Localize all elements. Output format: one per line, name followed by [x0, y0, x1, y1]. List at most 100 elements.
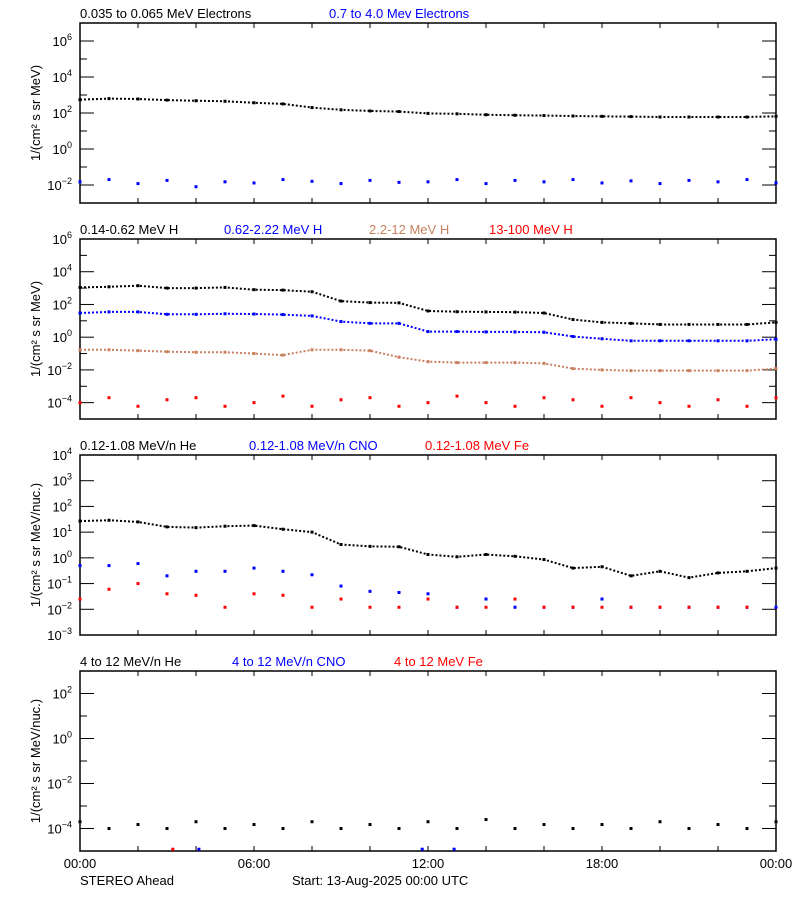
- data-point: [368, 589, 372, 593]
- data-point: [339, 584, 343, 588]
- data-point: [223, 605, 227, 609]
- data-point: [252, 181, 256, 185]
- data-point: [281, 527, 285, 531]
- data-point: [484, 310, 488, 314]
- data-point: [310, 820, 314, 824]
- data-point: [513, 404, 517, 408]
- data-point: [339, 320, 343, 324]
- data-point: [687, 827, 691, 830]
- data-point: [687, 369, 691, 373]
- data-point: [194, 99, 198, 103]
- data-point: [397, 404, 401, 408]
- data-point: [136, 284, 140, 288]
- data-point: [339, 108, 343, 112]
- data-point: [716, 398, 720, 402]
- data-point: [78, 401, 82, 405]
- data-point: [774, 337, 778, 341]
- data-point: [368, 396, 372, 400]
- data-point: [716, 369, 720, 373]
- legend-entry: 0.14-0.62 MeV H: [80, 222, 178, 237]
- y-tick-label: 10−1: [47, 575, 72, 592]
- data-point: [194, 286, 198, 290]
- data-point: [136, 310, 140, 314]
- data-point: [658, 369, 662, 373]
- data-point: [78, 311, 82, 315]
- data-point: [513, 554, 517, 558]
- y-axis-label: 1/(cm² s sr MeV): [28, 65, 43, 161]
- data-point: [107, 178, 111, 182]
- y-tick-label: 104: [53, 68, 72, 85]
- data-point: [600, 404, 604, 408]
- data-point: [78, 564, 82, 568]
- data-point: [165, 592, 169, 596]
- legend-entry: 4 to 12 MeV/n He: [80, 654, 181, 669]
- data-point: [310, 605, 314, 609]
- x-tick-label: 00:00: [760, 856, 793, 871]
- y-tick-label: 102: [53, 685, 72, 702]
- data-point: [774, 367, 778, 371]
- data-point: [194, 312, 198, 316]
- data-point: [339, 348, 343, 352]
- data-point: [629, 827, 633, 830]
- data-point: [513, 330, 517, 334]
- data-point: [194, 396, 198, 400]
- data-point: [542, 180, 546, 184]
- data-point: [745, 827, 749, 830]
- data-point: [571, 398, 575, 402]
- data-point: [281, 102, 285, 106]
- data-point: [368, 605, 372, 609]
- data-point: [397, 827, 401, 830]
- data-point: [716, 823, 720, 827]
- y-tick-label: 102: [53, 497, 72, 514]
- data-point: [542, 361, 546, 365]
- data-point: [426, 820, 430, 824]
- data-point: [136, 562, 140, 566]
- data-point: [629, 396, 633, 400]
- data-point: [136, 404, 140, 408]
- y-tick-label: 100: [53, 730, 72, 747]
- data-point: [107, 285, 111, 289]
- data-point: [687, 404, 691, 408]
- data-point: [368, 823, 372, 827]
- legend-entry: 0.035 to 0.065 MeV Electrons: [80, 6, 252, 21]
- data-point: [107, 396, 111, 400]
- data-point: [165, 398, 169, 402]
- data-point: [426, 597, 430, 601]
- data-point: [397, 605, 401, 609]
- data-point: [455, 178, 459, 182]
- legend-entry: 0.12-1.08 MeV/n CNO: [249, 438, 378, 453]
- data-point: [310, 404, 314, 408]
- data-point: [310, 290, 314, 294]
- data-point: [455, 310, 459, 314]
- data-point: [629, 605, 633, 609]
- data-point: [223, 180, 227, 184]
- data-point: [542, 114, 546, 118]
- data-point: [745, 404, 749, 408]
- data-point: [397, 110, 401, 114]
- data-point: [513, 361, 517, 365]
- data-point: [571, 114, 575, 118]
- data-point: [397, 355, 401, 359]
- data-point: [600, 597, 604, 601]
- data-point: [171, 847, 175, 851]
- y-tick-label: 101: [53, 523, 72, 540]
- y-tick-label: 106: [53, 230, 72, 247]
- data-point: [165, 178, 169, 182]
- data-point: [658, 569, 662, 573]
- data-point: [78, 285, 82, 289]
- data-point: [426, 592, 430, 596]
- data-point: [455, 330, 459, 334]
- data-point: [452, 847, 456, 851]
- data-point: [571, 827, 575, 830]
- legend-entry: 2.2-12 MeV H: [369, 222, 449, 237]
- panel-3: 0.12-1.08 MeV/n He 0.12-1.08 MeV/n CNO 0.1…: [28, 438, 778, 643]
- y-tick-label: 10−2: [47, 775, 72, 792]
- data-point: [600, 605, 604, 609]
- data-point: [774, 566, 778, 570]
- y-axis-label: 1/(cm² s sr MeV/nuc.): [28, 699, 43, 823]
- data-point: [629, 321, 633, 325]
- data-point: [194, 820, 198, 824]
- y-tick-label: 104: [53, 263, 72, 280]
- data-point: [629, 339, 633, 343]
